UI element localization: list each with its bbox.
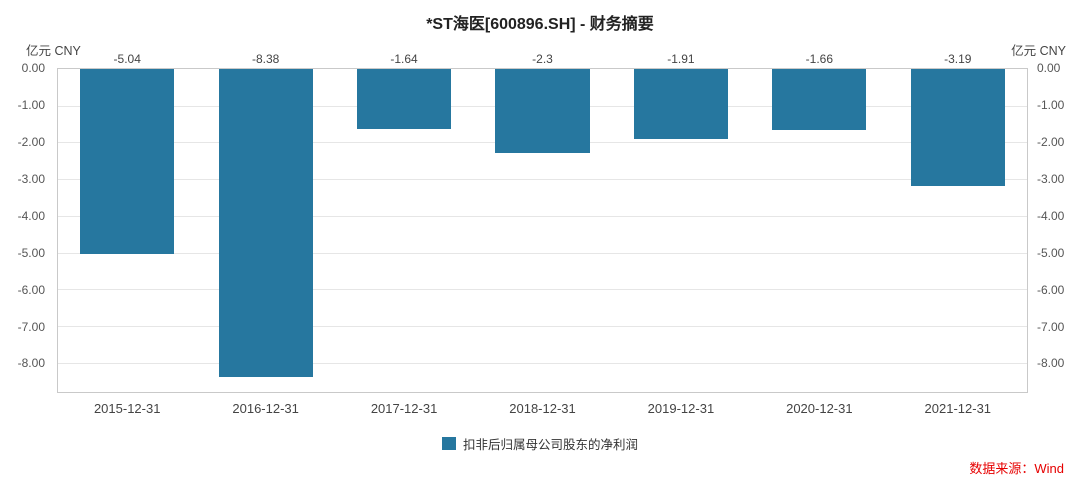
gridline <box>58 289 1027 291</box>
y-tick-label: 0.00 <box>21 61 45 75</box>
y-axis-unit-right: 亿元 CNY <box>1011 44 1066 58</box>
x-axis-category-label: 2018-12-31 <box>509 401 576 416</box>
y-tick-label: -7.00 <box>17 319 45 334</box>
bar <box>495 69 590 154</box>
bar <box>218 69 313 377</box>
y-tick-label: -1.00 <box>1037 97 1065 112</box>
bar-value-label: -3.19 <box>944 52 972 66</box>
legend-swatch <box>441 437 456 450</box>
bar <box>772 69 867 130</box>
bar-value-label: -5.04 <box>113 52 141 66</box>
y-tick-label: -1.00 <box>17 97 45 112</box>
bar-value-label: -2.3 <box>532 52 553 66</box>
gridline <box>58 215 1027 217</box>
y-axis-ticks-right: 0.00 -1.00 -2.00 -3.00 -4.00 -5.00 -6.00 -7.00 -… <box>1030 61 1080 393</box>
y-tick-label: -5.00 <box>1037 245 1065 260</box>
y-tick-label: -6.00 <box>1037 282 1065 297</box>
y-tick-label: -5.00 <box>17 245 45 260</box>
y-tick-label: 0.00 <box>1037 61 1061 75</box>
legend-label: 扣非后归属母公司股东的净利润 <box>462 438 638 452</box>
y-tick-label: -8.00 <box>17 356 45 371</box>
y-tick-label: -2.00 <box>1037 134 1065 149</box>
y-tick-label: -2.00 <box>17 134 45 149</box>
bar <box>910 69 1005 187</box>
x-axis-category-label: 2016-12-31 <box>232 401 299 416</box>
y-axis-ticks-left: 0.00 -1.00 -2.00 -3.00 -4.00 -5.00 -6.00 -7.00 -… <box>0 61 52 393</box>
gridline <box>58 325 1027 327</box>
bar <box>80 69 175 254</box>
y-tick-label: -4.00 <box>1037 208 1065 223</box>
chart-title: *ST海医[600896.SH] - 财务摘要 <box>426 16 654 33</box>
y-tick-label: -4.00 <box>17 208 45 223</box>
x-axis-category-label: 2017-12-31 <box>370 401 438 416</box>
y-tick-label: -3.00 <box>17 171 45 186</box>
data-source-label: 数据来源：Wind <box>969 461 1064 476</box>
y-tick-label: -6.00 <box>17 282 45 297</box>
x-axis-category-label: 2019-12-31 <box>647 401 715 416</box>
x-axis-category-label: 2021-12-31 <box>924 401 992 416</box>
bar <box>633 69 728 140</box>
bar <box>357 69 452 130</box>
gridline <box>58 252 1027 254</box>
bar-value-label: -1.64 <box>390 52 418 66</box>
y-axis-unit-left: 亿元 CNY <box>26 44 81 58</box>
bar-value-label: -8.38 <box>251 52 280 66</box>
y-tick-label: -8.00 <box>1037 356 1065 371</box>
y-tick-label: -7.00 <box>1037 319 1065 334</box>
x-axis-category-label: 2020-12-31 <box>786 401 853 416</box>
gridline <box>58 179 1027 181</box>
legend: 扣非后归属母公司股东的净利润 <box>0 434 1080 453</box>
plot-area: -5.04 2015-12-31 -8.38 2016-12-31 -1.64 2017-… <box>57 52 1028 416</box>
y-tick-label: -3.00 <box>1037 171 1065 186</box>
gridline <box>58 362 1027 364</box>
bar-value-label: -1.66 <box>805 52 834 66</box>
bar-value-label: -1.91 <box>667 52 695 66</box>
x-axis-category-label: 2015-12-31 <box>93 401 161 416</box>
